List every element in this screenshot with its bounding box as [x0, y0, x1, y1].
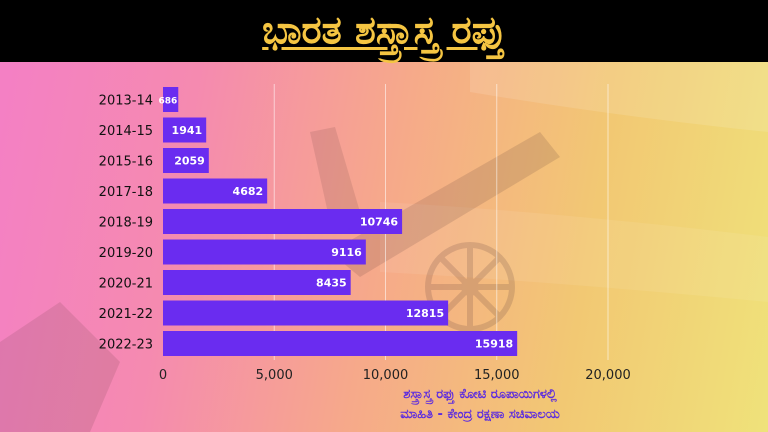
category-label: 2022-23 [99, 338, 153, 353]
bar-value-label: 4682 [233, 185, 264, 198]
bar [163, 117, 207, 143]
category-label: 2020-21 [99, 277, 153, 292]
bar-value-label: 686 [158, 97, 177, 107]
category-label: 2014-15 [99, 124, 153, 139]
bar [163, 87, 179, 112]
bar [163, 239, 366, 265]
bars: 686 1941 2059 4682 10746 9116 8435 12815 15918 [158, 87, 518, 356]
x-tick-label: 20,000 [585, 368, 631, 383]
bar-value-label: 2059 [174, 155, 205, 168]
category-label: 2013-14 [99, 94, 153, 109]
bar-value-label: 15918 [475, 338, 513, 351]
bar [163, 209, 403, 234]
bar-value-label: 8435 [316, 277, 347, 290]
category-label: 2019-20 [99, 246, 153, 261]
bar [163, 331, 518, 356]
bar-value-label: 9116 [331, 246, 362, 259]
bar-chart: 686 1941 2059 4682 10746 9116 8435 12815 15918 2… [99, 84, 631, 383]
category-labels: 2013-14 2014-15 2015-16 2017-18 2018-19 2019-… [99, 94, 153, 353]
bar [163, 270, 351, 295]
bar [163, 148, 209, 173]
category-label: 2017-18 [99, 185, 153, 200]
category-label: 2018-19 [99, 216, 153, 231]
bar [163, 178, 268, 204]
x-tick-label: 10,000 [363, 368, 409, 383]
category-label: 2015-16 [99, 155, 153, 170]
bar-value-label: 10746 [360, 216, 399, 229]
x-axis-tick-labels: 0 5,000 10,000 15,000 20,000 [159, 368, 631, 383]
category-label: 2021-22 [99, 307, 153, 322]
footnote-unit: ಶಸ್ತ್ರಾಸ್ತ್ರ ರಫ್ತು ಕೋಟಿ ರೂಪಾಯಿಗಳಲ್ಲಿ [403, 387, 557, 402]
x-tick-label: 5,000 [256, 368, 293, 383]
bar-value-label: 12815 [406, 307, 444, 320]
x-tick-label: 0 [159, 368, 167, 383]
bar [163, 300, 449, 326]
x-tick-label: 15,000 [474, 368, 520, 383]
page-title: ಭಾರತ ಶಸ್ತ್ರಾಸ್ತ್ರ ರಫ್ತು [262, 8, 506, 52]
footnote-source: ಮಾಹಿತಿ - ಕೇಂದ್ರ ರಕ್ಷಣಾ ಸಚಿವಾಲಯ [400, 407, 560, 422]
bar-value-label: 1941 [172, 124, 203, 137]
header-bar [0, 0, 768, 62]
